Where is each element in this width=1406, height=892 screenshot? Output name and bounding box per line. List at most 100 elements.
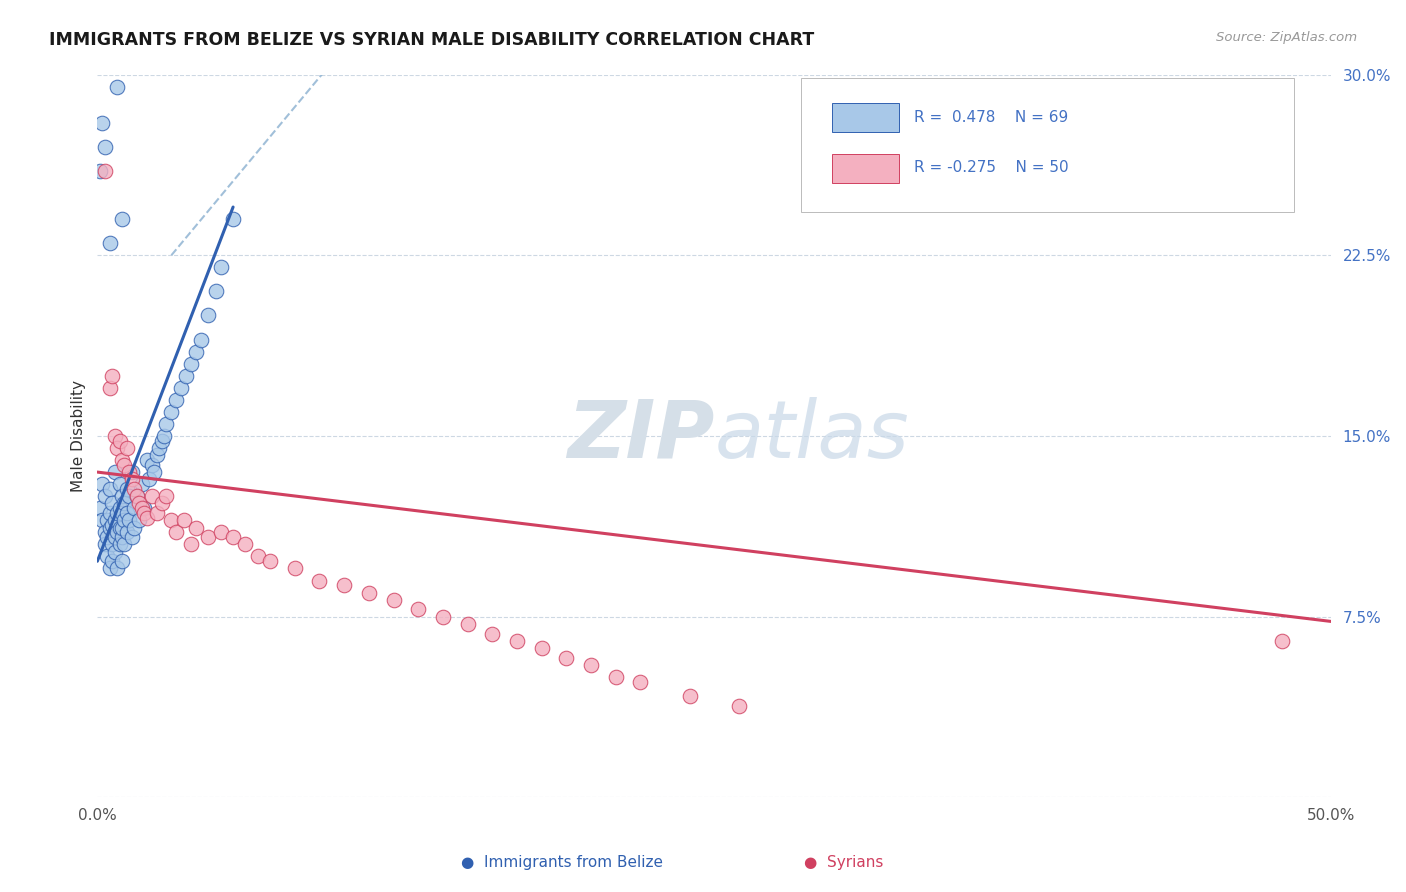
Point [209, 260, 232, 275]
Point [165, 392, 187, 407]
Point [432, 609, 454, 624]
Point [94, 525, 117, 540]
Point [125, 489, 148, 503]
Point [155, 489, 177, 503]
Point [406, 602, 429, 616]
Point [118, 513, 141, 527]
Point [308, 574, 330, 588]
Point [89, 501, 111, 516]
Point [94, 489, 117, 503]
Point [170, 381, 193, 395]
Point [91, 116, 114, 130]
Point [141, 489, 163, 503]
Point [197, 309, 219, 323]
Point [145, 506, 167, 520]
Point [108, 520, 131, 534]
Point [104, 530, 127, 544]
Point [135, 511, 157, 525]
Point [138, 472, 160, 486]
Point [118, 489, 141, 503]
Text: ●  Immigrants from Belize: ● Immigrants from Belize [461, 855, 664, 870]
Point [134, 506, 156, 520]
Point [284, 561, 307, 575]
Y-axis label: Male Disability: Male Disability [72, 380, 86, 492]
Point [143, 465, 166, 479]
Point [105, 441, 128, 455]
Point [141, 458, 163, 472]
Point [98, 520, 121, 534]
Point [1271, 633, 1294, 648]
Point [184, 344, 207, 359]
Text: R =  0.478    N = 69: R = 0.478 N = 69 [914, 110, 1069, 125]
Point [108, 537, 131, 551]
Point [506, 633, 529, 648]
Text: ZIP: ZIP [567, 397, 714, 475]
Point [222, 530, 245, 544]
Point [209, 525, 232, 540]
Point [259, 554, 281, 568]
Point [679, 689, 702, 703]
Point [94, 140, 117, 154]
Point [530, 640, 553, 655]
Point [457, 616, 479, 631]
Point [101, 537, 124, 551]
Point [105, 79, 128, 94]
Point [98, 236, 121, 251]
Text: Source: ZipAtlas.com: Source: ZipAtlas.com [1216, 31, 1357, 45]
Point [628, 674, 651, 689]
Point [134, 501, 156, 516]
Point [357, 585, 380, 599]
Point [204, 285, 226, 299]
Point [184, 520, 207, 534]
Point [104, 544, 127, 558]
Point [124, 520, 146, 534]
Point [108, 501, 131, 516]
Point [111, 453, 134, 467]
Point [197, 530, 219, 544]
Point [128, 513, 150, 527]
Point [153, 429, 176, 443]
Point [333, 578, 356, 592]
Point [115, 441, 138, 455]
Point [108, 477, 131, 491]
Point [105, 525, 128, 540]
Point [96, 513, 118, 527]
Point [94, 537, 117, 551]
Text: ●  Syrians: ● Syrians [804, 855, 883, 870]
Point [114, 458, 136, 472]
Point [555, 650, 578, 665]
Point [605, 670, 627, 684]
Point [101, 518, 124, 533]
Point [235, 537, 257, 551]
Point [96, 530, 118, 544]
Point [101, 496, 124, 510]
FancyBboxPatch shape [831, 103, 900, 132]
FancyBboxPatch shape [831, 154, 900, 183]
Text: R = -0.275    N = 50: R = -0.275 N = 50 [914, 161, 1069, 175]
Point [114, 496, 136, 510]
Point [121, 465, 143, 479]
Point [128, 496, 150, 510]
Point [148, 441, 170, 455]
Point [145, 448, 167, 462]
Point [111, 489, 134, 503]
Point [481, 626, 503, 640]
Point [101, 368, 124, 383]
Point [222, 212, 245, 227]
Point [108, 434, 131, 448]
Point [115, 525, 138, 540]
Point [124, 501, 146, 516]
Point [104, 429, 127, 443]
Point [105, 506, 128, 520]
Point [131, 501, 153, 516]
Point [91, 477, 114, 491]
Point [174, 368, 197, 383]
Point [135, 453, 157, 467]
Point [111, 530, 134, 544]
Point [124, 482, 146, 496]
FancyBboxPatch shape [801, 78, 1295, 212]
Point [160, 513, 183, 527]
Point [114, 537, 136, 551]
Point [728, 698, 751, 713]
Point [114, 513, 136, 527]
